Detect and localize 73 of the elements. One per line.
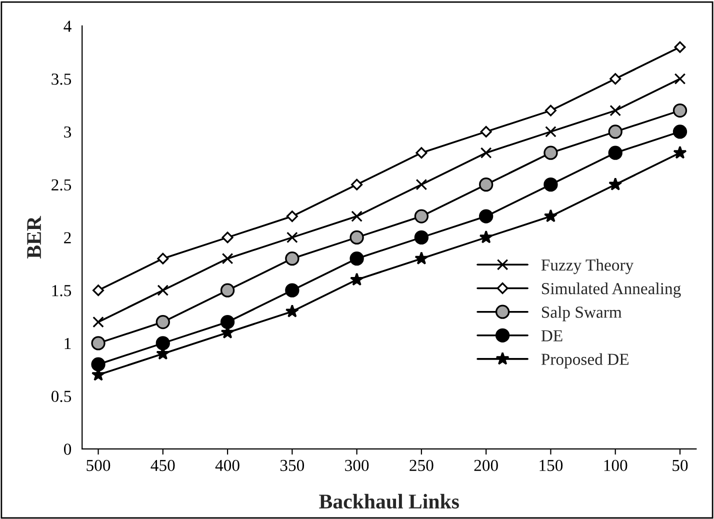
x-tick-label: 500 — [86, 460, 110, 472]
point — [608, 177, 622, 190]
point — [222, 252, 234, 264]
point — [544, 104, 556, 116]
y-tick-label: 3 — [64, 126, 72, 138]
point — [92, 284, 104, 296]
y-axis-title: BER — [27, 216, 41, 259]
point — [545, 126, 556, 138]
point — [91, 357, 106, 372]
point — [608, 124, 622, 139]
point — [286, 210, 298, 222]
legend-label: Fuzzy Theory — [541, 258, 634, 274]
point — [414, 230, 429, 245]
y-tick-label: 2.5 — [52, 179, 72, 191]
point — [414, 252, 428, 264]
point — [220, 314, 235, 330]
y-tick-label: 3.5 — [52, 74, 72, 85]
point — [544, 177, 558, 192]
point — [350, 252, 364, 266]
y-tick-label: 0.5 — [51, 390, 72, 402]
legend-label: Proposed DE — [541, 353, 628, 368]
y-tick-label: 2 — [64, 232, 71, 244]
point — [479, 209, 494, 224]
point — [416, 178, 428, 190]
point — [351, 178, 363, 190]
x-tick-label: 100 — [604, 460, 628, 472]
point — [286, 232, 298, 244]
point — [480, 126, 492, 138]
x-tick-label: 450 — [150, 460, 175, 472]
x-tick-label: 200 — [474, 460, 498, 472]
point — [672, 124, 688, 139]
y-tick-label: 1.5 — [52, 285, 72, 296]
point — [285, 304, 299, 318]
y-tick-label: 1 — [64, 338, 71, 349]
legend-label: Simulated Annealing — [542, 282, 681, 298]
point — [222, 232, 234, 244]
point — [416, 147, 428, 159]
x-tick-label: 50 — [672, 460, 688, 472]
point — [157, 284, 169, 296]
point — [479, 230, 493, 244]
x-tick-label: 400 — [215, 460, 240, 472]
x-axis-title: Backhaul Links — [319, 494, 459, 509]
point — [608, 146, 622, 160]
x-tick-label: 150 — [540, 460, 563, 472]
point — [350, 272, 364, 286]
point — [92, 316, 104, 328]
point — [544, 146, 558, 160]
point — [414, 209, 429, 224]
x-tick-label: 250 — [410, 460, 434, 472]
point — [350, 230, 364, 245]
point — [673, 146, 687, 159]
point — [351, 210, 363, 222]
x-tick-label: 300 — [345, 460, 369, 472]
point — [610, 104, 622, 116]
point — [91, 336, 106, 350]
point — [157, 252, 169, 264]
point — [674, 73, 686, 85]
point — [285, 252, 300, 266]
point — [480, 147, 492, 159]
y-tick-label: 4 — [64, 20, 72, 32]
point — [156, 314, 170, 330]
legend-label: Salp Swarm — [542, 306, 622, 322]
point — [220, 283, 235, 298]
x-tick-label: 350 — [280, 460, 304, 472]
legend-label: DE — [541, 330, 562, 342]
point — [156, 336, 170, 350]
point — [672, 103, 688, 118]
point — [610, 73, 622, 85]
point — [674, 41, 686, 53]
point — [285, 283, 300, 298]
point — [544, 209, 558, 222]
y-tick-label: 0 — [64, 444, 72, 455]
point — [479, 177, 494, 192]
